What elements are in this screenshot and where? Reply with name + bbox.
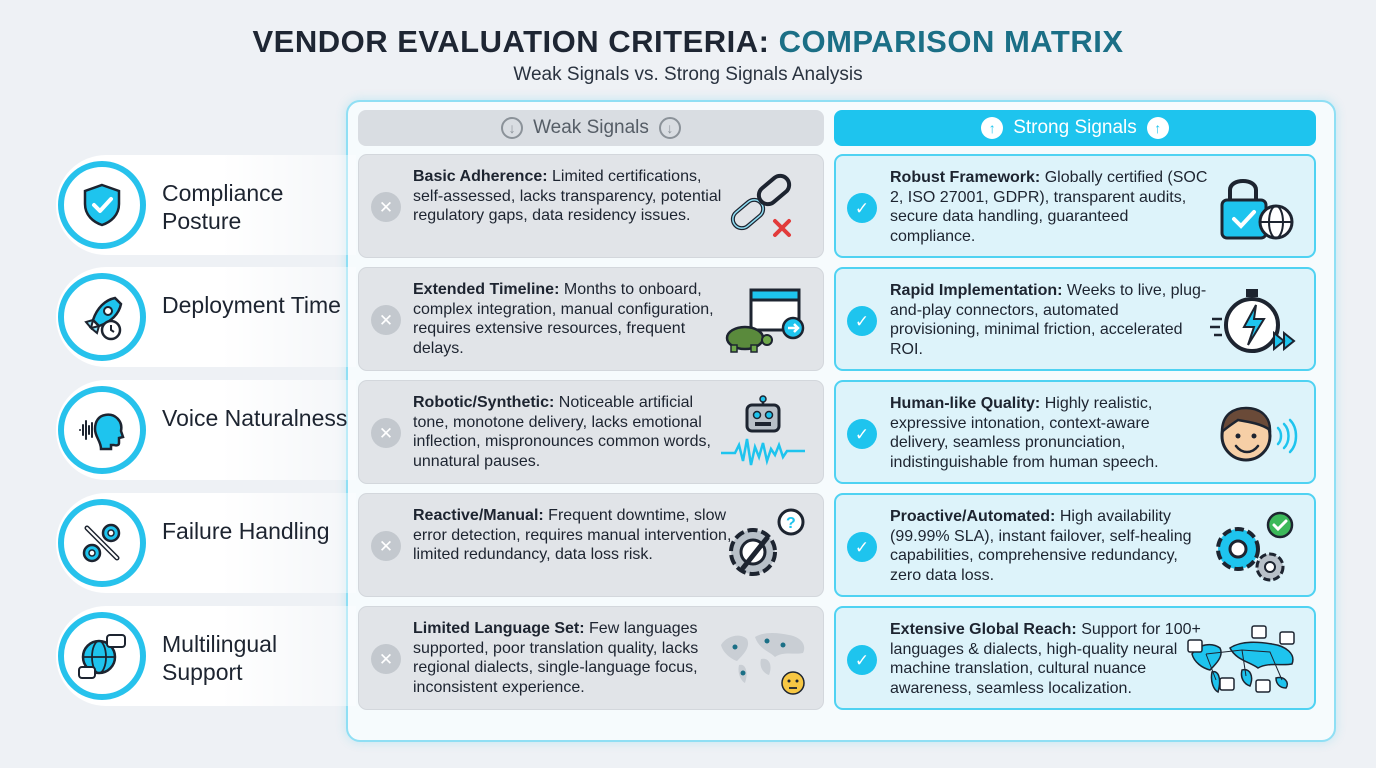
row-label-text: Multilingual Support	[162, 631, 278, 685]
row-label-deployment: Deployment Time	[56, 267, 356, 367]
sparse-world-map-icon	[717, 621, 809, 697]
robot-waveform-icon	[717, 395, 809, 471]
cell-title: Basic Adherence:	[413, 168, 548, 185]
title-accent: COMPARISON MATRIX	[778, 24, 1124, 59]
arrow-down-icon: ↓	[658, 117, 681, 139]
cell-title: Rapid Implementation:	[890, 282, 1063, 299]
connected-world-map-icon	[1186, 622, 1304, 698]
check-mark-icon: ✓	[847, 306, 877, 336]
row-label-text: Compliance Posture	[162, 180, 284, 234]
title-main: VENDOR EVALUATION CRITERIA:	[252, 24, 770, 59]
strong-cell-compliance: ✓ Robust Framework: Globally certified (…	[834, 154, 1316, 258]
row-label-multilingual: Multilingual Support	[56, 606, 356, 706]
shield-check-icon	[58, 161, 146, 249]
page-subtitle: Weak Signals vs. Strong Signals Analysis	[513, 64, 863, 85]
row-label-text: Failure Handling	[162, 518, 330, 544]
row-label-voice: Voice Naturalness	[56, 380, 356, 480]
gears-wrench-icon	[58, 499, 146, 587]
x-mark-icon: ✕	[371, 644, 401, 674]
x-mark-icon: ✕	[371, 305, 401, 335]
strong-cell-voice: ✓ Human-like Quality: Highly realistic, …	[834, 380, 1316, 484]
x-mark-icon: ✕	[371, 192, 401, 222]
strong-signals-header: ↑ Strong Signals ↑	[834, 110, 1316, 146]
x-mark-icon: ✕	[371, 531, 401, 561]
x-mark-icon: ✕	[371, 418, 401, 448]
cell-text: Globally certified (SOC 2, ISO 27001, GD…	[890, 169, 1208, 245]
cell-title: Limited Language Set:	[413, 620, 585, 637]
cell-text: Limited certifications, self-assessed, l…	[413, 168, 722, 224]
weak-cell-deployment: ✕ Extended Timeline: Months to onboard, …	[358, 267, 824, 371]
gears-check-icon	[1208, 509, 1300, 585]
check-mark-icon: ✓	[847, 193, 877, 223]
cell-text: Noticeable artificial tone, monotone del…	[413, 394, 711, 470]
turtle-calendar-icon	[717, 282, 809, 358]
broken-chain-icon	[717, 169, 809, 245]
strong-cell-failure: ✓ Proactive/Automated: High availability…	[834, 493, 1316, 597]
arrow-up-icon: ↑	[1146, 117, 1169, 139]
cell-text: Months to onboard, complex integration, …	[413, 281, 714, 357]
arrow-down-icon: ↓	[501, 117, 524, 139]
cell-title: Proactive/Automated:	[890, 508, 1056, 525]
cell-text: Few languages supported, poor translatio…	[413, 620, 699, 696]
cell-title: Extended Timeline:	[413, 281, 560, 298]
strong-cell-deployment: ✓ Rapid Implementation: Weeks to live, p…	[834, 267, 1316, 371]
weak-cell-failure: ✕ Reactive/Manual: Frequent downtime, sl…	[358, 493, 824, 597]
stopwatch-lightning-icon	[1208, 283, 1300, 359]
weak-cell-multilingual: ✕ Limited Language Set: Few languages su…	[358, 606, 824, 710]
cell-title: Extensive Global Reach:	[890, 621, 1077, 638]
weak-cell-voice: ✕ Robotic/Synthetic: Noticeable artifici…	[358, 380, 824, 484]
strong-cell-multilingual: ✓ Extensive Global Reach: Support for 10…	[834, 606, 1316, 710]
strong-signals-label: Strong Signals	[1013, 117, 1137, 138]
cell-title: Reactive/Manual:	[413, 507, 544, 524]
row-label-compliance: Compliance Posture	[56, 155, 356, 255]
row-label-failure: Failure Handling	[56, 493, 356, 593]
gear-question-icon: ?	[717, 508, 809, 584]
voice-head-icon	[58, 386, 146, 474]
row-label-text: Deployment Time	[162, 292, 341, 318]
cell-title: Robust Framework:	[890, 169, 1041, 186]
globe-chat-icon	[58, 612, 146, 700]
check-mark-icon: ✓	[847, 645, 877, 675]
cell-text: Frequent downtime, slow error detection,…	[413, 507, 732, 563]
cell-title: Robotic/Synthetic:	[413, 394, 555, 411]
cell-text: Highly realistic, expressive intonation,…	[890, 395, 1159, 471]
weak-signals-label: Weak Signals	[533, 117, 649, 138]
cell-text: Support for 100+ languages & dialects, h…	[890, 621, 1201, 697]
smiling-person-icon	[1208, 396, 1300, 472]
svg-text:?: ?	[786, 515, 796, 532]
cell-text: High availability (99.99% SLA), instant …	[890, 508, 1192, 584]
cell-text: Weeks to live, plug-and-play connectors,…	[890, 282, 1207, 358]
weak-cell-compliance: ✕ Basic Adherence: Limited certification…	[358, 154, 824, 258]
cell-title: Human-like Quality:	[890, 395, 1041, 412]
check-mark-icon: ✓	[847, 532, 877, 562]
weak-signals-header: ↓ Weak Signals ↓	[358, 110, 824, 146]
padlock-globe-icon	[1208, 170, 1300, 246]
row-label-text: Voice Naturalness	[162, 405, 348, 431]
check-mark-icon: ✓	[847, 419, 877, 449]
rocket-clock-icon	[58, 273, 146, 361]
arrow-up-icon: ↑	[981, 117, 1004, 139]
page-title: VENDOR EVALUATION CRITERIA: COMPARISON M…	[0, 24, 1376, 60]
